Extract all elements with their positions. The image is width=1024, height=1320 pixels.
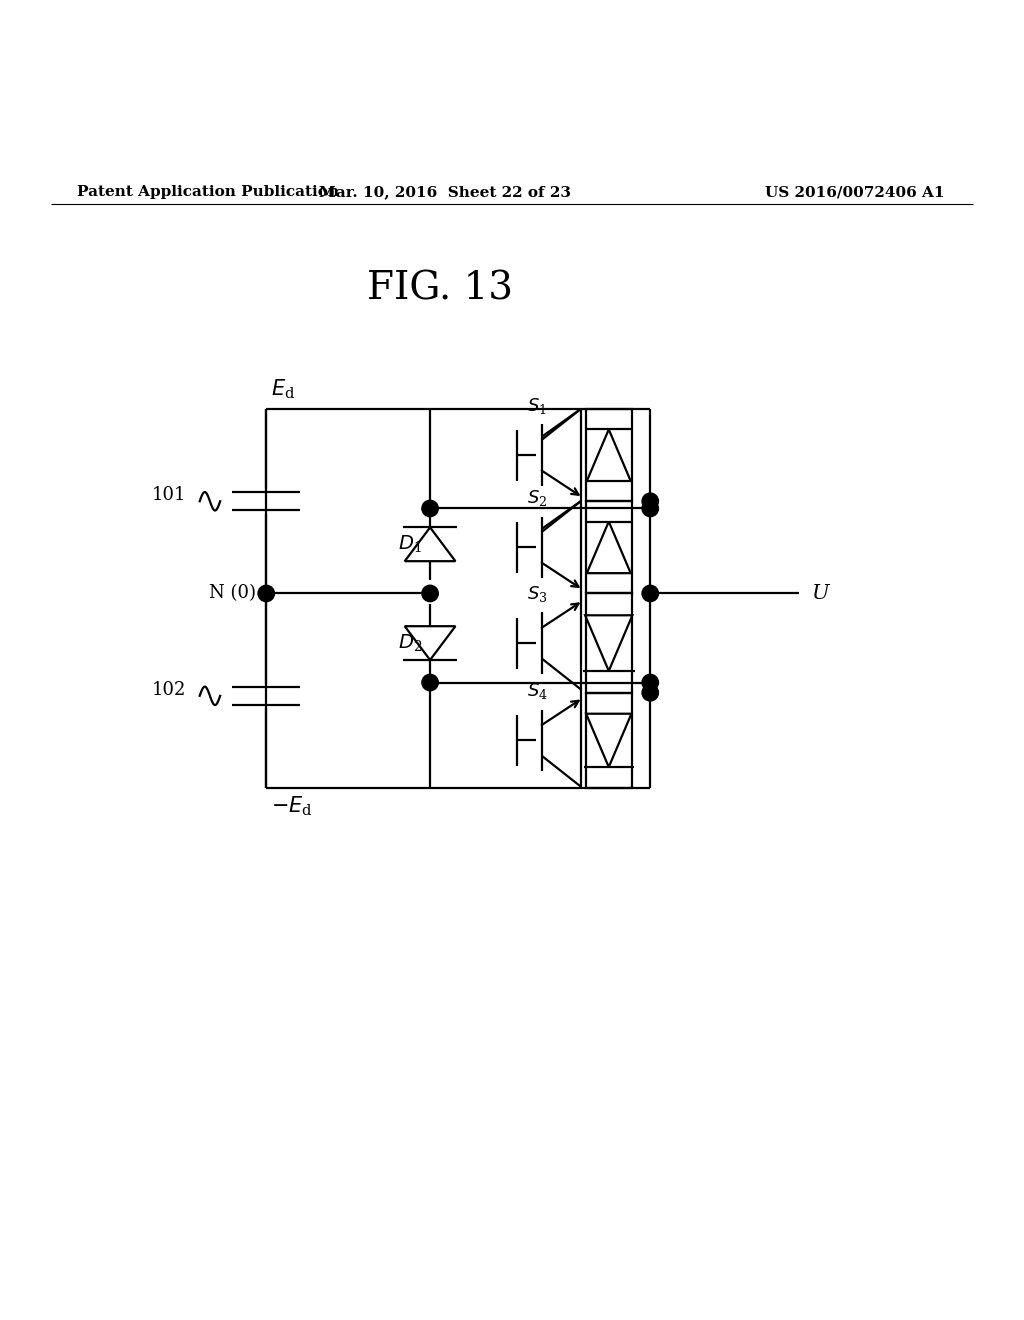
Text: N (0): N (0) [209, 585, 256, 602]
Circle shape [422, 675, 438, 690]
Text: FIG. 13: FIG. 13 [368, 271, 513, 308]
Text: 101: 101 [152, 486, 186, 504]
Circle shape [422, 500, 438, 516]
Bar [586, 693, 632, 788]
Text: 102: 102 [152, 681, 186, 698]
Circle shape [422, 585, 438, 602]
Text: Mar. 10, 2016  Sheet 22 of 23: Mar. 10, 2016 Sheet 22 of 23 [319, 185, 571, 199]
Circle shape [642, 585, 658, 602]
Text: $S_{\mathregular{3}}$: $S_{\mathregular{3}}$ [527, 585, 548, 605]
Text: $E_{\mathregular{d}}$: $E_{\mathregular{d}}$ [271, 378, 296, 401]
Text: $S_{\mathregular{4}}$: $S_{\mathregular{4}}$ [527, 681, 548, 701]
Text: U: U [811, 583, 828, 603]
Text: US 2016/0072406 A1: US 2016/0072406 A1 [765, 185, 945, 199]
Text: Patent Application Publication: Patent Application Publication [77, 185, 339, 199]
Text: $S_{\mathregular{1}}$: $S_{\mathregular{1}}$ [527, 396, 547, 416]
Bar [586, 409, 632, 502]
Text: $-E_{\mathregular{d}}$: $-E_{\mathregular{d}}$ [271, 795, 313, 818]
Circle shape [642, 675, 658, 690]
Text: $D_{\mathregular{2}}$: $D_{\mathregular{2}}$ [397, 632, 422, 653]
Text: $S_{\mathregular{2}}$: $S_{\mathregular{2}}$ [527, 488, 548, 508]
Bar [586, 502, 632, 594]
Circle shape [642, 500, 658, 516]
Circle shape [258, 585, 274, 602]
Text: $D_{\mathregular{1}}$: $D_{\mathregular{1}}$ [398, 533, 422, 554]
Circle shape [642, 685, 658, 701]
Circle shape [642, 494, 658, 510]
Bar [586, 594, 632, 693]
